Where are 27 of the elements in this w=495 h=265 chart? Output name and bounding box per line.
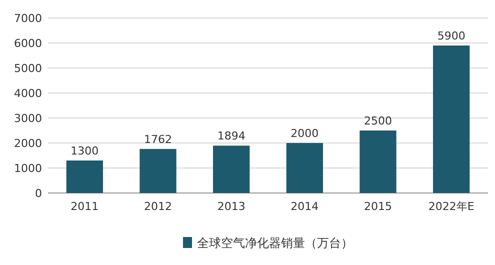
y-tick-label: 4000: [14, 87, 42, 100]
y-tick-label: 5000: [14, 62, 42, 75]
data-label: 2500: [364, 114, 392, 128]
data-label: 1300: [70, 144, 99, 158]
y-tick-label: 0: [35, 187, 42, 200]
x-tick-label: 2022年E: [428, 200, 474, 213]
data-label: 1894: [217, 130, 246, 143]
y-tick-label: 3000: [14, 112, 42, 125]
y-tick-label: 1000: [14, 162, 42, 175]
y-tick-label: 2000: [14, 137, 42, 150]
bar: [433, 46, 470, 193]
data-label: 2000: [290, 127, 319, 140]
data-label: 1762: [144, 132, 172, 146]
bar: [213, 146, 250, 193]
x-tick-label: 2014: [290, 200, 319, 213]
bar: [140, 148, 176, 193]
x-tick-label: 2013: [217, 200, 246, 213]
legend-label: 全球空气净化器销量（万台）: [197, 236, 353, 250]
bar: [360, 130, 396, 193]
bar: [286, 143, 323, 193]
x-tick-label: 2011: [70, 200, 99, 213]
data-label: 5900: [437, 30, 466, 42]
bar: [66, 160, 103, 193]
y-tick-label: 7000: [14, 12, 42, 25]
x-tick-label: 2015: [364, 200, 392, 213]
x-tick-label: 2012: [144, 200, 172, 213]
y-tick-label: 6000: [14, 37, 42, 50]
